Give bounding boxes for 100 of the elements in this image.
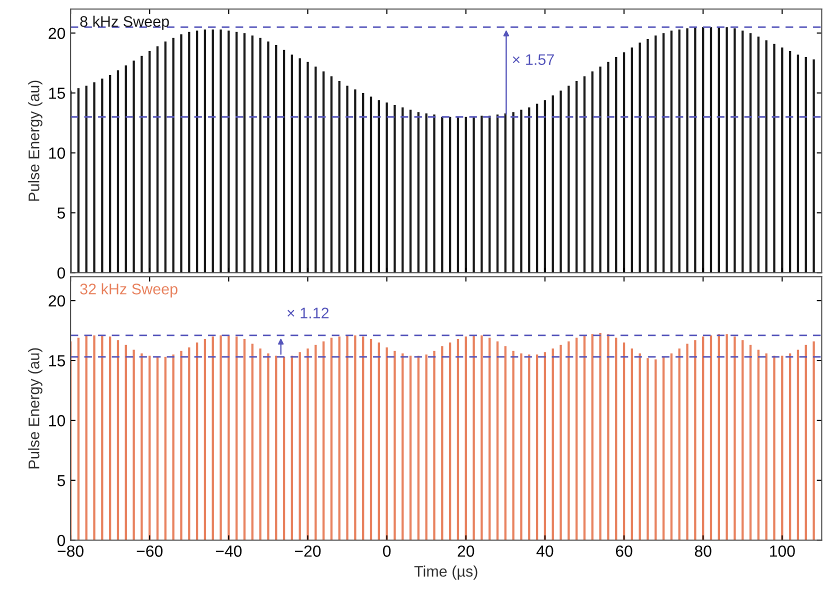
bar — [124, 344, 127, 540]
bar — [678, 29, 680, 273]
bar — [172, 38, 174, 273]
bar — [228, 30, 230, 273]
bar — [433, 114, 436, 273]
bar — [686, 28, 688, 273]
x-tick-label: 40 — [536, 546, 554, 557]
bar — [116, 340, 120, 540]
bar — [251, 344, 254, 540]
bar — [678, 348, 680, 540]
bar — [607, 334, 610, 540]
bar — [773, 44, 776, 273]
bar — [568, 341, 570, 540]
bar — [132, 350, 135, 540]
y-tick-label: 20 — [48, 28, 66, 40]
bar — [267, 353, 270, 540]
bar — [622, 52, 626, 273]
bar — [560, 344, 562, 540]
bar — [773, 356, 776, 540]
bar — [520, 353, 522, 540]
bar — [148, 356, 151, 540]
chart-title: 8 kHz Sweep — [80, 16, 169, 30]
bar — [220, 335, 222, 540]
bar — [472, 335, 475, 540]
bar — [196, 342, 198, 540]
bar — [710, 27, 712, 273]
bar — [734, 336, 736, 540]
bar — [275, 356, 278, 540]
bar — [670, 353, 673, 540]
bar — [322, 341, 325, 540]
bar — [583, 76, 586, 273]
bar — [464, 116, 467, 273]
bar — [196, 30, 198, 273]
bar — [394, 350, 396, 540]
bar — [140, 56, 143, 273]
bar — [583, 335, 586, 540]
bar — [504, 113, 507, 273]
bar — [544, 352, 546, 540]
bar — [702, 27, 704, 273]
bar — [220, 29, 222, 273]
bar — [480, 116, 483, 273]
bar — [259, 38, 262, 273]
bar — [480, 335, 483, 540]
bar — [576, 80, 578, 273]
y-tick-label: 10 — [49, 415, 66, 426]
bar — [718, 334, 720, 540]
bar — [765, 353, 768, 540]
bar — [448, 116, 452, 273]
bar — [552, 348, 554, 540]
bar — [615, 57, 618, 273]
bar — [164, 356, 167, 540]
bar — [378, 100, 380, 273]
x-tick-label: 100 — [770, 546, 795, 557]
x-tick-label: 20 — [458, 546, 474, 557]
bar — [180, 34, 182, 273]
bar — [172, 354, 174, 540]
bar — [101, 335, 104, 540]
bar — [796, 350, 800, 540]
x-tick-label: 0 — [383, 546, 391, 557]
y-axis-title: Pulse Energy (au) — [28, 80, 42, 201]
bar — [804, 57, 807, 273]
y-tick-label: 20 — [48, 295, 66, 307]
bar — [448, 342, 452, 540]
bar — [346, 335, 348, 540]
y-tick-label: 0 — [57, 267, 66, 279]
bar — [370, 96, 372, 273]
bar — [544, 100, 546, 273]
bar — [576, 338, 578, 540]
y-tick-label: 15 — [49, 355, 66, 366]
y-tick-label: 10 — [49, 148, 66, 159]
bar — [607, 62, 610, 273]
bar — [108, 336, 112, 540]
bar — [512, 350, 514, 540]
x-tick-label: −20 — [294, 546, 321, 557]
y-tick-label: 5 — [57, 475, 66, 486]
bar — [796, 54, 800, 273]
bar — [638, 42, 641, 273]
annotation: × 1.12 — [287, 308, 329, 318]
bar — [322, 71, 325, 273]
bar — [694, 27, 696, 273]
bar — [812, 341, 815, 540]
bar — [259, 348, 262, 540]
bar — [236, 32, 238, 273]
bar — [290, 356, 294, 540]
bar — [204, 338, 206, 540]
bar — [282, 50, 286, 273]
bar — [742, 30, 744, 273]
y-tick-label: 5 — [57, 208, 66, 219]
bar — [646, 358, 649, 540]
bar — [512, 112, 514, 273]
bar — [804, 344, 807, 540]
bar — [306, 348, 309, 540]
bar — [630, 47, 634, 273]
x-tick-label: 80 — [694, 546, 712, 557]
bar — [560, 90, 562, 273]
bar — [591, 334, 594, 540]
bar — [236, 336, 238, 540]
bar — [228, 335, 230, 540]
bar — [742, 340, 744, 540]
bar — [124, 65, 127, 273]
